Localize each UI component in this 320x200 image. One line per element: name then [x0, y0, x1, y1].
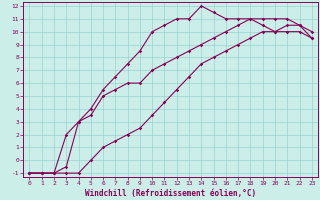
X-axis label: Windchill (Refroidissement éolien,°C): Windchill (Refroidissement éolien,°C) — [85, 189, 256, 198]
